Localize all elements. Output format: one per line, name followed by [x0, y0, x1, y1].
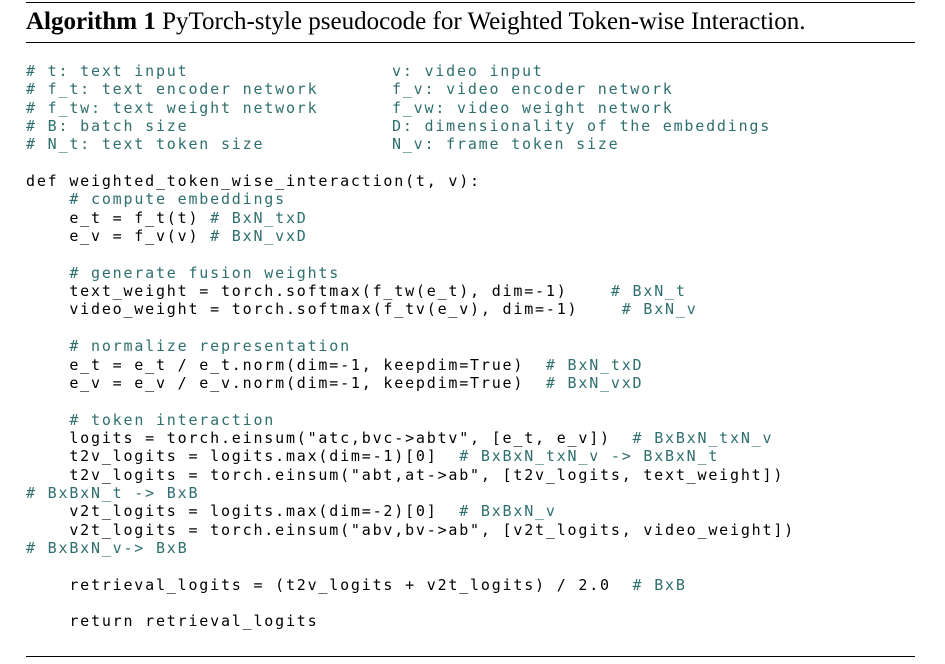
- code-text: video_weight = torch.softmax(f_tv(e_v), …: [26, 300, 622, 319]
- code-text: retrieval_logits = (t2v_logits + v2t_log…: [26, 575, 633, 594]
- algorithm-box: Algorithm 1 PyTorch-style pseudocode for…: [26, 0, 915, 664]
- header-comment-left: # f_tw: text weight network: [26, 98, 319, 117]
- code-text: def weighted_token_wise_interaction(t, v…: [26, 172, 481, 191]
- header-comment-right: v: video input: [392, 62, 544, 80]
- code-line: # token interaction: [26, 411, 795, 429]
- code-line: return retrieval_logits: [26, 612, 795, 630]
- code-text: text_weight = torch.softmax(f_tw(e_t), d…: [26, 282, 611, 301]
- code-comment: # BxBxN_v-> BxB: [26, 538, 189, 557]
- code-text: e_t = f_t(t): [26, 208, 211, 227]
- header-comment-left: # N_t: text token size: [26, 135, 265, 154]
- header-comment-line: # B: batch size D: dimensionality of the …: [26, 117, 795, 135]
- code-line: e_t = e_t / e_t.norm(dim=-1, keepdim=Tru…: [26, 356, 795, 374]
- header-comment-right: f_v: video encoder network: [392, 80, 674, 99]
- code-comment: # BxN_v: [621, 300, 698, 319]
- code-line: # BxBxN_t -> BxB: [26, 484, 795, 502]
- caption-rule: [26, 42, 915, 43]
- header-comment-left: # B: batch size: [26, 117, 189, 136]
- algorithm-caption: Algorithm 1 PyTorch-style pseudocode for…: [26, 6, 806, 38]
- code-line: t2v_logits = logits.max(dim=-1)[0] # BxB…: [26, 447, 795, 465]
- code-comment: # BxBxN_v: [459, 502, 557, 521]
- code-line: [26, 557, 795, 575]
- header-comment-line: # f_t: text encoder network f_v: video en…: [26, 80, 795, 98]
- code-comment: # normalize representation: [69, 337, 351, 356]
- code-comment: # BxB: [632, 575, 687, 594]
- code-line: e_v = f_v(v) # BxN_vxD: [26, 227, 795, 245]
- code-text: e_t = e_t / e_t.norm(dim=-1, keepdim=Tru…: [26, 355, 546, 374]
- code-line: retrieval_logits = (t2v_logits + v2t_log…: [26, 576, 795, 594]
- code-comment: # BxN_txD: [210, 208, 308, 227]
- code-text: [26, 264, 69, 282]
- code-listing: # t: text input v: video input # f_t: text…: [26, 62, 795, 631]
- code-text: e_v = e_v / e_v.norm(dim=-1, keepdim=Tru…: [26, 373, 546, 392]
- code-line: v2t_logits = torch.einsum("abv,bv->ab", …: [26, 521, 795, 539]
- algorithm-label: Algorithm 1: [26, 8, 156, 35]
- header-comment-right: N_v: frame token size: [392, 135, 620, 154]
- code-line: [26, 594, 795, 612]
- code-line: # normalize representation: [26, 337, 795, 355]
- code-line: t2v_logits = torch.einsum("abt,at->ab", …: [26, 466, 795, 484]
- code-line: [26, 154, 795, 172]
- code-comment: # BxBxN_t -> BxB: [26, 483, 200, 502]
- code-comment: # BxN_vxD: [545, 373, 644, 392]
- code-line: e_t = f_t(t) # BxN_txD: [26, 209, 795, 227]
- code-comment: # BxN_t: [610, 282, 687, 301]
- code-comment: # BxBxN_txN_v -> BxBxN_t: [459, 447, 720, 466]
- code-comment: # token interaction: [69, 410, 276, 429]
- code-text: logits = torch.einsum("atc,bvc->abtv", […: [26, 428, 633, 447]
- code-text: [26, 337, 69, 355]
- header-comment-line: # f_tw: text weight network f_vw: video w…: [26, 99, 795, 117]
- top-rule: [26, 2, 915, 3]
- code-text: t2v_logits = torch.einsum("abt,at->ab", …: [26, 465, 785, 484]
- code-comment: # generate fusion weights: [69, 263, 341, 282]
- code-comment: # compute embeddings: [69, 190, 286, 209]
- code-line: [26, 245, 795, 263]
- code-comment: # BxN_txD: [545, 355, 644, 374]
- code-line: # compute embeddings: [26, 190, 795, 208]
- code-line: logits = torch.einsum("atc,bvc->abtv", […: [26, 429, 795, 447]
- code-line: video_weight = torch.softmax(f_tv(e_v), …: [26, 300, 795, 318]
- code-line: def weighted_token_wise_interaction(t, v…: [26, 172, 795, 190]
- header-comment-right: D: dimensionality of the embeddings: [392, 117, 772, 136]
- code-text: e_v = f_v(v): [26, 227, 211, 246]
- code-line: v2t_logits = logits.max(dim=-2)[0] # BxB…: [26, 502, 795, 520]
- code-line: e_v = e_v / e_v.norm(dim=-1, keepdim=Tru…: [26, 374, 795, 392]
- code-comment: # BxBxN_txN_v: [632, 428, 774, 447]
- header-comment-line: # N_t: text token size N_v: frame token s…: [26, 135, 795, 153]
- code-text: return retrieval_logits: [26, 612, 319, 631]
- code-line: # BxBxN_v-> BxB: [26, 539, 795, 557]
- header-comment-left: # f_t: text encoder network: [26, 80, 319, 99]
- header-comment-left: # t: text input: [26, 62, 189, 80]
- code-text: [26, 411, 69, 429]
- code-line: text_weight = torch.softmax(f_tw(e_t), d…: [26, 282, 795, 300]
- code-line: [26, 392, 795, 410]
- code-text: v2t_logits = torch.einsum("abv,bv->ab", …: [26, 520, 795, 539]
- code-line: # generate fusion weights: [26, 264, 795, 282]
- header-comment-right: f_vw: video weight network: [392, 98, 674, 117]
- header-comment-line: # t: text input v: video input: [26, 62, 795, 80]
- bottom-rule: [26, 656, 915, 657]
- code-text: v2t_logits = logits.max(dim=-2)[0]: [26, 502, 460, 521]
- code-comment: # BxN_vxD: [210, 227, 308, 246]
- code-text: t2v_logits = logits.max(dim=-1)[0]: [26, 447, 460, 466]
- algorithm-title: PyTorch-style pseudocode for Weighted To…: [162, 8, 806, 35]
- code-line: [26, 319, 795, 337]
- code-text: [26, 190, 69, 208]
